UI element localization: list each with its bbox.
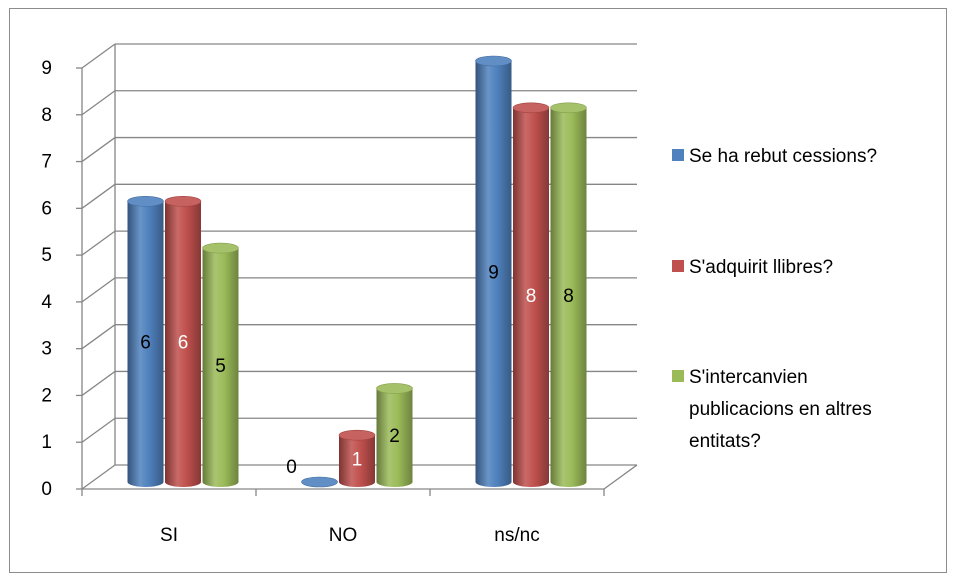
bar-top [164, 196, 202, 207]
x-tick-label: ns/nc [494, 525, 539, 546]
gridline-diagonal [81, 417, 116, 443]
y-tick-label: 4 [41, 292, 52, 313]
bar [338, 429, 376, 487]
gridline-diagonal [81, 137, 116, 163]
bar-top [338, 429, 376, 441]
y-tick-label: 2 [41, 385, 52, 406]
bar-body [475, 61, 512, 487]
y-tick-label: 3 [41, 339, 52, 360]
bar-top [475, 55, 512, 67]
bar-top [202, 242, 239, 254]
legend-label: entitats? [689, 431, 761, 452]
bar-body [550, 107, 587, 487]
data-label: 5 [215, 356, 226, 377]
bar [512, 102, 550, 488]
bar-top [550, 102, 587, 114]
legend-label: S'intercanvien [689, 367, 808, 388]
legend: Se ha rebut cessions? S'adquirit llibres?… [672, 146, 877, 452]
axes: 0 1 2 3 4 5 6 7 8 9 SI NO ns/nc [41, 58, 638, 546]
bar [376, 383, 413, 487]
bar [475, 55, 512, 487]
y-tick-label: 8 [41, 105, 52, 126]
data-label: 6 [178, 333, 189, 354]
x-tick-label: NO [329, 525, 358, 546]
bar-top [127, 196, 164, 207]
gridline-diagonal [81, 43, 116, 69]
gridline-diagonal [81, 183, 116, 209]
bar-body [513, 107, 549, 488]
y-tick-label: 5 [41, 245, 52, 266]
legend-swatch [672, 370, 684, 382]
data-labels: 6 0 9 6 1 8 5 2 8 [140, 263, 574, 479]
gridline-diagonal [81, 464, 116, 490]
y-tick-label: 1 [41, 432, 52, 453]
bar-body [202, 248, 239, 487]
legend-swatch [672, 260, 684, 272]
bar-top [301, 476, 338, 488]
y-tick-label: 0 [41, 479, 52, 500]
bar [550, 102, 587, 487]
data-label: 8 [526, 286, 537, 307]
bar [301, 476, 338, 488]
y-tick-label: 9 [41, 58, 52, 79]
bar [164, 196, 202, 488]
data-label: 1 [352, 450, 363, 471]
y-tick-label: 7 [41, 152, 52, 173]
bar-top [376, 383, 413, 394]
legend-label: S'adquirit llibres? [689, 257, 833, 278]
gridline-diagonal [81, 230, 116, 256]
gridline-diagonal [81, 370, 116, 396]
bar-body [339, 435, 375, 487]
gridline-diagonal [81, 90, 116, 116]
legend-label: publicacions en altres [689, 399, 872, 420]
gridline-diagonal [81, 277, 116, 303]
bar-body [376, 388, 413, 487]
floor-edge [603, 464, 638, 490]
data-label: 9 [488, 263, 499, 284]
legend-item: Se ha rebut cessions? [672, 146, 877, 167]
gridline-diagonal [81, 324, 116, 350]
gridlines [81, 43, 637, 490]
legend-item: S'intercanvien publicacions en altres enti… [672, 367, 872, 452]
legend-swatch [672, 149, 684, 161]
legend-item: S'adquirit llibres? [672, 257, 833, 278]
bar [127, 196, 164, 487]
bars [127, 55, 587, 488]
data-label: 6 [140, 333, 151, 354]
bar-top [512, 102, 550, 114]
legend-label: Se ha rebut cessions? [689, 146, 877, 167]
bar-body [127, 201, 164, 487]
data-label: 8 [563, 286, 574, 307]
y-tick-label: 6 [41, 198, 52, 219]
bar-body [165, 201, 201, 488]
data-label: 2 [389, 426, 400, 447]
bar [202, 242, 239, 487]
data-label: 0 [286, 457, 297, 478]
x-tick-label: SI [160, 525, 178, 546]
